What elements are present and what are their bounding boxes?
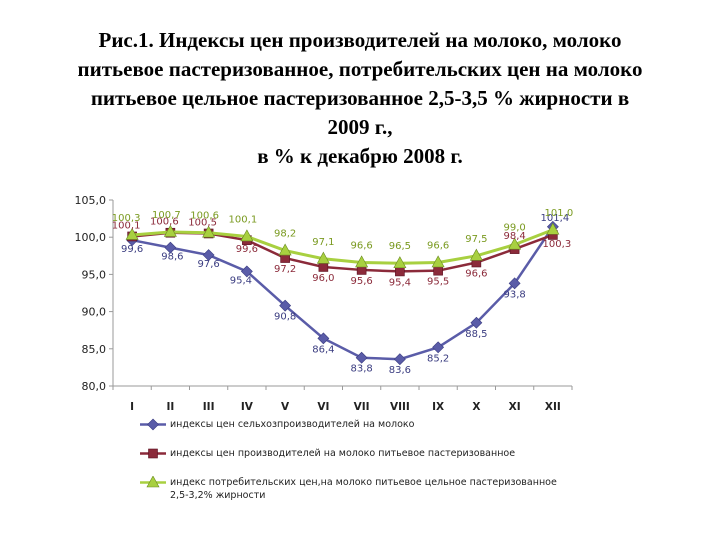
title-line-4: 2009 г., xyxy=(327,115,393,139)
title-line-3: питьевое цельное пастеризованное 2,5-3,5… xyxy=(90,86,630,110)
data-label: 100,5 xyxy=(188,217,217,228)
x-tick-label: V xyxy=(281,401,290,413)
legend-label: индексы цен производителей на молоко пит… xyxy=(170,448,516,459)
x-tick-label: VI xyxy=(317,401,329,413)
page-title: Рис.1. Индексы цен производителей на мол… xyxy=(20,26,700,171)
data-label: 100,6 xyxy=(190,211,219,222)
x-tick-label: VIII xyxy=(390,401,410,413)
series-line-1 xyxy=(131,226,554,361)
data-label: 96,0 xyxy=(312,273,334,284)
data-point xyxy=(163,224,177,237)
title-line-1: Рис.1. Индексы цен производителей на мол… xyxy=(98,28,622,52)
x-tick-label: I xyxy=(130,401,134,413)
y-tick-label: 100,0 xyxy=(75,231,107,244)
legend-swatch-square-icon xyxy=(140,448,166,459)
y-tick-label: 80,0 xyxy=(82,380,107,393)
data-label: 98,2 xyxy=(274,229,296,240)
data-label: 86,4 xyxy=(312,344,334,355)
x-tick-label: IX xyxy=(432,401,444,413)
data-label: 93,8 xyxy=(503,289,525,300)
title-line-5: в % к декабрю 2008 г. xyxy=(257,144,463,168)
data-point xyxy=(393,353,406,366)
y-tick-label: 90,0 xyxy=(82,306,107,319)
x-tick-label: VII xyxy=(354,401,370,413)
data-label: 83,6 xyxy=(389,365,411,376)
series-line-3 xyxy=(132,228,554,265)
data-label: 97,5 xyxy=(465,234,487,245)
data-point xyxy=(355,351,368,364)
data-label: 99,0 xyxy=(503,223,525,234)
data-label: 96,6 xyxy=(427,240,449,251)
data-label: 98,6 xyxy=(161,252,183,263)
data-label: 100,3 xyxy=(112,213,141,224)
data-point xyxy=(164,241,177,254)
data-label: 100,7 xyxy=(152,210,181,221)
data-label: 95,6 xyxy=(350,276,372,287)
data-label: 96,6 xyxy=(350,240,372,251)
data-label: 97,2 xyxy=(274,264,296,275)
data-label: 99,6 xyxy=(121,244,143,255)
data-label: 95,4 xyxy=(230,275,252,286)
data-label: 95,5 xyxy=(427,277,449,288)
x-tick-label: XII xyxy=(545,401,561,413)
data-point xyxy=(508,277,521,290)
data-point xyxy=(240,265,253,278)
data-label: 100,6 xyxy=(150,217,179,228)
legend-label: индексы цен сельхозпроизводителей на мол… xyxy=(170,419,415,430)
legend-swatch-triangle-icon xyxy=(140,476,166,488)
x-tick-label: III xyxy=(203,401,215,413)
data-label: 83,8 xyxy=(350,364,372,375)
data-point xyxy=(470,316,483,329)
y-tick-label: 105,0 xyxy=(75,194,107,207)
y-tick-label: 85,0 xyxy=(82,343,107,356)
data-label: 99,6 xyxy=(236,244,258,255)
data-point xyxy=(202,225,216,238)
x-tick-label: X xyxy=(472,401,480,413)
data-point xyxy=(240,229,254,242)
data-point xyxy=(469,248,483,261)
data-point xyxy=(546,222,560,235)
data-label: 88,5 xyxy=(465,329,487,340)
data-label: 96,6 xyxy=(465,268,487,279)
data-point xyxy=(432,341,445,354)
data-point xyxy=(125,227,139,240)
data-point xyxy=(508,237,522,250)
data-label: 101,0 xyxy=(545,208,574,219)
data-point xyxy=(202,249,215,261)
legend-swatch-diamond-icon xyxy=(140,418,166,431)
title-line-2: питьевое пастеризованное, потребительски… xyxy=(77,57,643,81)
data-label: 97,1 xyxy=(312,237,334,248)
data-point xyxy=(318,262,329,272)
data-point xyxy=(395,266,405,277)
data-point xyxy=(433,265,443,276)
data-point xyxy=(278,243,292,256)
data-point xyxy=(279,299,292,312)
x-tick-label: II xyxy=(166,401,174,413)
data-point xyxy=(316,251,330,264)
data-point xyxy=(393,256,407,269)
data-label: 100,1 xyxy=(229,214,258,225)
data-label: 101,4 xyxy=(541,213,570,224)
data-label: 95,4 xyxy=(389,277,411,288)
data-label: 98,4 xyxy=(503,231,525,242)
data-point xyxy=(317,332,330,345)
legend-marker xyxy=(146,476,160,488)
data-label: 85,2 xyxy=(427,353,449,364)
data-label: 100,3 xyxy=(543,239,572,250)
data-label: 100,1 xyxy=(112,220,141,231)
data-point xyxy=(431,255,445,268)
data-label: 97,6 xyxy=(197,259,219,270)
y-tick-label: 95,0 xyxy=(82,268,107,281)
data-point xyxy=(355,255,369,268)
legend-marker xyxy=(148,448,158,459)
data-label: 96,5 xyxy=(389,241,411,252)
legend-label: индекс потребительских цен,на молоко пит… xyxy=(170,477,557,501)
data-label: 90,8 xyxy=(274,312,296,323)
legend-marker xyxy=(147,418,159,431)
x-tick-label: XI xyxy=(509,401,521,413)
x-tick-label: IV xyxy=(241,401,254,413)
